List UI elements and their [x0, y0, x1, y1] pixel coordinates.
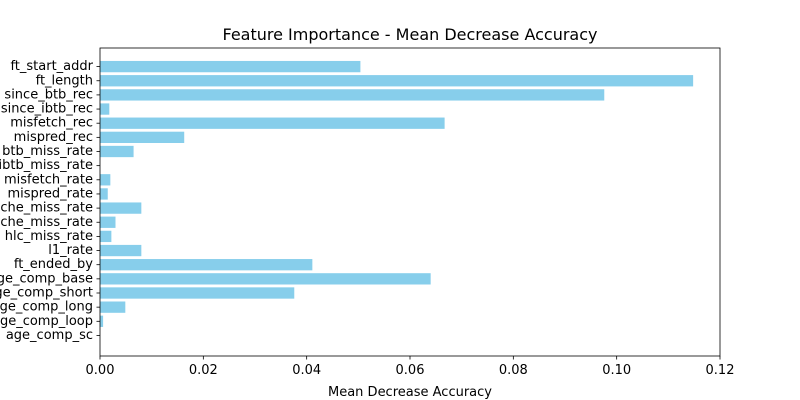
y-tick-label: ft_length	[36, 73, 93, 88]
bars-group	[100, 60, 694, 327]
y-tick-label: age_comp_sc	[6, 328, 93, 343]
bar-cache_miss_rate-10	[100, 202, 142, 214]
bar-misfetch_rec-4	[100, 117, 445, 129]
bar-misfetch_rate-8	[100, 174, 111, 186]
y-tick-label: cache_miss_rate	[0, 201, 93, 216]
y-tick-label: misfetch_rate	[4, 172, 93, 187]
y-tick-label: ibtb_miss_rate	[0, 158, 93, 173]
bar-hlc_miss_rate-12	[100, 230, 112, 243]
x-tick-label: 0.02	[189, 363, 218, 378]
bar-age_comp_loop-18	[100, 315, 104, 327]
y-tick-label: since_ibtb_rec	[1, 102, 93, 117]
x-tick-label: 0.12	[706, 363, 735, 378]
y-tick-label: ft_ended_by	[14, 257, 93, 272]
y-tick-label: mispred_rate	[7, 186, 93, 201]
bar-age_comp_base-15	[100, 273, 431, 285]
x-tick-label: 0.06	[396, 363, 425, 378]
y-tick-label: age_comp_base	[0, 271, 93, 286]
bar-ft_length-1	[100, 75, 694, 87]
x-axis-ticks: 0.00 0.02 0.04 0.06 0.08 0.10 0.12	[86, 356, 735, 378]
bar-mispred_rec-5	[100, 131, 185, 143]
y-tick-label: age_comp_loop	[0, 314, 93, 329]
bar-mispred_rate-9	[100, 188, 108, 200]
y-tick-label: since_btb_rec	[4, 87, 93, 102]
plot-border	[99, 47, 721, 357]
y-tick-label: cache_miss_rate	[0, 215, 93, 230]
bar-btb_miss_rate-6	[100, 145, 134, 158]
bar-ft_ended_by-14	[100, 259, 313, 271]
bar-ft_start_addr-0	[100, 60, 361, 73]
plot-frame	[99, 47, 721, 357]
chart-title: Feature Importance - Mean Decrease Accur…	[222, 25, 597, 44]
bar-cache_miss_rate-11	[100, 216, 116, 228]
x-tick-label: 0.04	[292, 363, 321, 378]
bar-since_ibtb_rec-3	[100, 103, 110, 115]
y-tick-label: age_comp_long	[0, 300, 93, 315]
x-tick-label: 0.10	[602, 363, 631, 378]
y-tick-label: age_comp_short	[0, 286, 93, 301]
bar-since_btb_rec-2	[100, 89, 605, 101]
y-axis-ticks: ft_start_addrft_lengthsince_btb_recsince…	[0, 59, 100, 343]
y-tick-label: btb_miss_rate	[2, 144, 93, 159]
x-tick-label: 0.08	[499, 363, 528, 378]
x-axis-label: Mean Decrease Accuracy	[328, 385, 492, 400]
y-tick-label: l1_rate	[48, 243, 93, 258]
y-tick-label: hlc_miss_rate	[5, 229, 93, 244]
bar-age_comp_short-16	[100, 287, 295, 299]
y-tick-label: misfetch_rec	[10, 116, 93, 131]
y-tick-label: mispred_rec	[14, 130, 93, 145]
bar-l1_rate-13	[100, 244, 142, 257]
x-tick-label: 0.00	[86, 363, 115, 378]
bar-age_comp_long-17	[100, 301, 126, 313]
y-tick-label: ft_start_addr	[10, 59, 93, 74]
